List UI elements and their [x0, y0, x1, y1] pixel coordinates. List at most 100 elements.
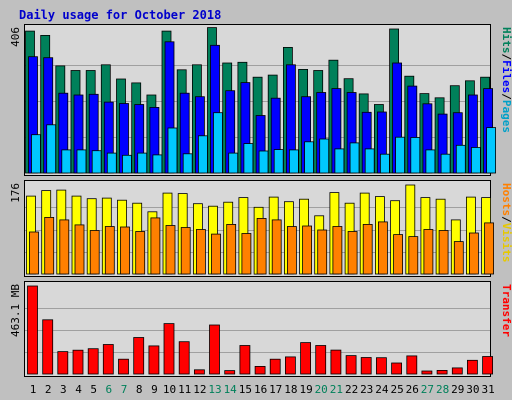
- bar-hosts-13: [211, 233, 221, 275]
- x-tick-label-17: 17: [269, 383, 282, 396]
- bar-pages-31: [486, 127, 497, 174]
- bar-transfer-31: [482, 356, 494, 375]
- bar-hosts-26: [408, 236, 419, 275]
- bar-transfer-17: [269, 358, 281, 375]
- bar-transfer-1: [27, 285, 38, 375]
- bar-hosts-1: [29, 231, 39, 275]
- legend-label-transfer: Transfer: [500, 284, 512, 337]
- bar-pages-4: [76, 149, 87, 174]
- bar-hosts-15: [241, 233, 252, 275]
- bar-pages-11: [182, 153, 193, 174]
- bar-pages-13: [213, 112, 223, 174]
- bar-transfer-7: [118, 358, 129, 375]
- bar-hosts-5: [89, 230, 100, 275]
- bar-transfer-2: [42, 319, 54, 375]
- bar-hosts-30: [468, 232, 479, 275]
- legend-separator: /: [500, 54, 512, 61]
- bar-pages-20: [319, 138, 330, 174]
- bar-transfer-19: [300, 342, 312, 375]
- bar-hosts-2: [44, 216, 55, 275]
- bar-transfer-8: [133, 337, 145, 375]
- bar-pages-24: [379, 153, 390, 174]
- x-tick-label-10: 10: [163, 383, 176, 396]
- x-tick-label-24: 24: [375, 383, 389, 396]
- bar-transfer-11: [178, 341, 190, 375]
- legend-hits-files-pages: Hits/Files/Pages: [500, 27, 512, 133]
- bar-hosts-9: [150, 217, 161, 275]
- bar-pages-14: [228, 152, 239, 174]
- bar-pages-23: [364, 148, 375, 174]
- y-max-label: 406: [9, 27, 22, 47]
- bar-transfer-24: [375, 357, 387, 375]
- bar-hosts-11: [180, 227, 191, 275]
- bar-transfer-9: [148, 345, 160, 375]
- bar-transfer-26: [406, 355, 418, 375]
- bar-transfer-13: [209, 324, 220, 375]
- bar-pages-16: [258, 150, 269, 174]
- legend-hosts-visits: Hosts/Visits: [500, 183, 512, 263]
- bar-transfer-18: [284, 356, 296, 375]
- bar-pages-28: [440, 153, 451, 174]
- bar-transfer-27: [421, 370, 433, 375]
- bar-transfer-30: [466, 359, 478, 375]
- x-tick-label-5: 5: [90, 383, 97, 396]
- bar-pages-27: [425, 149, 436, 174]
- bar-pages-10: [167, 127, 178, 174]
- bar-pages-19: [304, 141, 315, 174]
- bar-transfer-12: [193, 369, 205, 375]
- x-tick-label-15: 15: [239, 383, 252, 396]
- bar-hosts-27: [423, 229, 434, 275]
- bar-pages-15: [243, 143, 254, 174]
- bar-hosts-31: [484, 222, 495, 275]
- bar-hosts-22: [347, 231, 358, 275]
- bar-pages-22: [349, 142, 360, 174]
- bar-transfer-6: [102, 344, 114, 375]
- bar-transfer-14: [224, 370, 236, 375]
- bar-pages-17: [273, 149, 284, 174]
- x-tick-label-3: 3: [60, 383, 67, 396]
- bar-pages-2: [46, 124, 57, 174]
- bar-transfer-29: [451, 367, 463, 375]
- bar-pages-29: [455, 144, 466, 174]
- bar-hosts-16: [256, 217, 267, 275]
- bar-hosts-10: [165, 225, 176, 275]
- bar-hosts-25: [393, 234, 404, 275]
- x-tick-label-13: 13: [208, 383, 221, 396]
- legend-label-hits: Hits: [500, 27, 512, 54]
- bar-transfer-15: [239, 345, 251, 375]
- bar-hosts-3: [59, 219, 70, 275]
- bar-hosts-28: [438, 230, 449, 275]
- x-tick-label-4: 4: [75, 383, 82, 396]
- bar-transfer-5: [87, 348, 99, 375]
- x-tick-label-21: 21: [330, 383, 343, 396]
- bar-transfer-20: [315, 345, 327, 375]
- x-tick-label-23: 23: [360, 383, 373, 396]
- bar-hosts-14: [226, 223, 237, 275]
- x-tick-label-29: 29: [451, 383, 464, 396]
- bar-pages-21: [334, 148, 345, 174]
- x-tick-label-6: 6: [105, 383, 112, 396]
- bar-transfer-23: [360, 357, 372, 375]
- chart-title: Daily usage for October 2018: [19, 8, 221, 22]
- bar-pages-6: [106, 152, 117, 174]
- bar-pages-1: [31, 134, 41, 174]
- bar-transfer-22: [345, 355, 357, 375]
- bar-hosts-29: [453, 241, 464, 275]
- bar-hosts-23: [362, 223, 373, 275]
- legend-label-pages: Pages: [500, 100, 512, 133]
- x-tick-label-1: 1: [30, 383, 37, 396]
- bar-hosts-18: [286, 226, 297, 275]
- bar-pages-18: [288, 149, 299, 174]
- x-tick-label-26: 26: [406, 383, 419, 396]
- bar-hosts-4: [74, 224, 85, 275]
- bar-hosts-8: [135, 231, 146, 275]
- bar-transfer-25: [391, 362, 403, 375]
- x-tick-label-28: 28: [436, 383, 449, 396]
- legend-separator: /: [500, 93, 512, 100]
- bar-hosts-17: [271, 219, 282, 275]
- x-tick-label-30: 30: [466, 383, 479, 396]
- bar-transfer-21: [330, 349, 342, 375]
- bar-pages-12: [197, 135, 208, 174]
- x-tick-label-20: 20: [315, 383, 328, 396]
